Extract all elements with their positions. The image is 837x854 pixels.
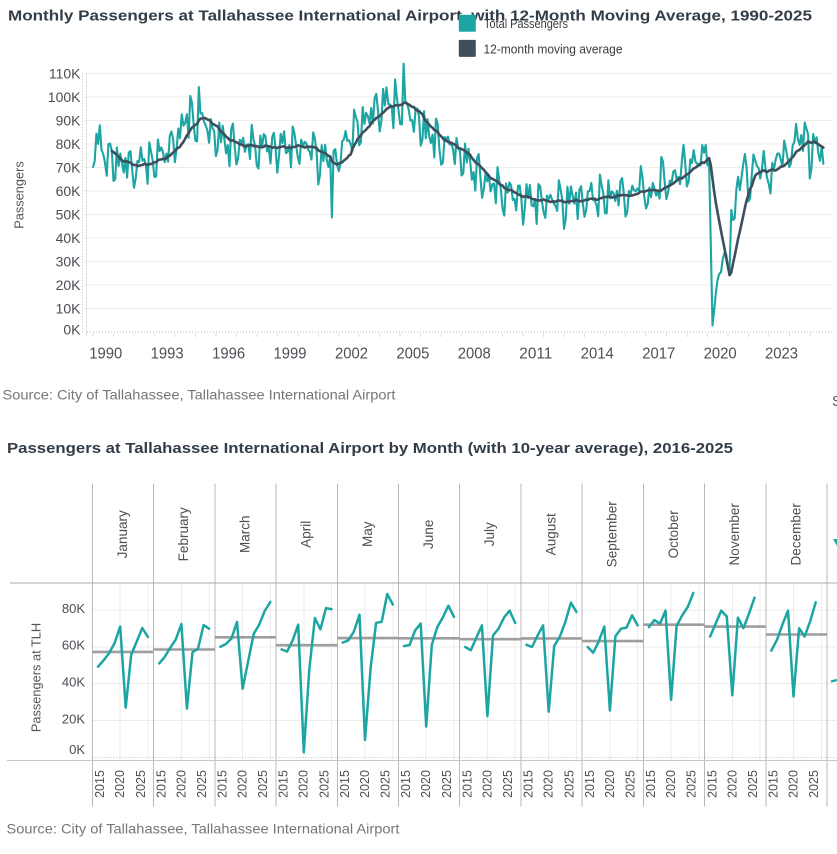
svg-text:2025: 2025 [317,770,331,798]
svg-text:2025: 2025 [195,770,209,798]
svg-text:2015: 2015 [583,770,597,798]
svg-text:2025: 2025 [134,770,148,798]
svg-text:2025: 2025 [379,770,393,798]
svg-text:80K: 80K [56,136,82,152]
svg-text:2015: 2015 [767,770,781,798]
svg-text:1999: 1999 [274,346,307,363]
svg-text:2015: 2015 [154,770,168,798]
svg-text:2015: 2015 [338,770,352,798]
svg-text:September: September [605,501,620,568]
svg-text:12-month moving average: 12-month moving average [484,42,623,56]
svg-text:2020: 2020 [542,770,556,798]
svg-text:110K: 110K [49,66,81,82]
svg-text:2015: 2015 [705,770,719,798]
svg-text:2020: 2020 [236,770,250,798]
svg-text:40K: 40K [62,675,85,690]
svg-text:40K: 40K [56,230,82,246]
svg-text:100K: 100K [48,89,81,105]
svg-text:November: November [727,503,742,566]
svg-text:2020: 2020 [704,346,737,363]
svg-text:2020: 2020 [297,770,311,798]
svg-text:May: May [360,521,375,547]
svg-text:S: S [832,394,837,410]
svg-text:2015: 2015 [216,770,230,798]
svg-text:Passengers: Passengers [11,161,26,229]
svg-text:2014: 2014 [581,346,614,363]
svg-text:2025: 2025 [256,770,270,798]
svg-text:January: January [115,510,130,558]
svg-text:2025: 2025 [501,770,515,798]
svg-text:March: March [237,516,252,554]
svg-text:20K: 20K [56,277,82,293]
svg-text:2015: 2015 [644,770,658,798]
svg-text:0K: 0K [69,742,85,757]
svg-text:30K: 30K [56,254,82,270]
svg-text:October: October [666,510,681,559]
svg-text:2025: 2025 [624,770,638,798]
svg-text:2020: 2020 [664,770,678,798]
svg-text:1996: 1996 [212,346,245,363]
svg-text:2005: 2005 [396,346,429,363]
svg-text:2025: 2025 [746,770,760,798]
svg-text:60K: 60K [56,183,82,199]
svg-text:February: February [176,507,191,561]
svg-text:2025: 2025 [807,770,821,798]
svg-text:2020: 2020 [480,770,494,798]
svg-text:1990: 1990 [89,346,122,363]
svg-text:2020: 2020 [419,770,433,798]
svg-text:70K: 70K [56,160,82,176]
svg-text:2015: 2015 [522,770,536,798]
svg-text:20K: 20K [62,712,85,727]
svg-text:Passengers at Tallahassee Inte: Passengers at Tallahassee International … [7,440,733,457]
svg-text:2020: 2020 [603,770,617,798]
svg-text:2020: 2020 [358,770,372,798]
svg-text:April: April [299,521,314,548]
svg-text:80K: 80K [62,601,85,616]
svg-text:2025: 2025 [562,770,576,798]
svg-text:10K: 10K [56,301,82,317]
svg-text:0K: 0K [63,322,81,338]
svg-text:August: August [543,513,558,555]
svg-text:2025: 2025 [685,770,699,798]
svg-text:July: July [482,522,497,546]
svg-text:2020: 2020 [113,770,127,798]
svg-text:Passengers at TLH: Passengers at TLH [29,623,44,732]
svg-text:2015: 2015 [399,770,413,798]
svg-text:2015: 2015 [460,770,474,798]
svg-text:Monthly Passengers at Tallahas: Monthly Passengers at Tallahassee Intern… [8,8,812,25]
svg-text:December: December [788,503,803,566]
svg-text:2008: 2008 [458,346,491,363]
svg-text:June: June [421,520,436,549]
svg-text:2020: 2020 [787,770,801,798]
svg-text:90K: 90K [56,113,82,129]
svg-text:2020: 2020 [725,770,739,798]
svg-text:50K: 50K [56,207,82,223]
svg-text:60K: 60K [62,638,85,653]
svg-text:Source: City of Tallahassee, T: Source: City of Tallahassee, Tallahassee… [7,820,400,836]
svg-text:Total Passengers: Total Passengers [484,17,568,31]
svg-text:Source: City of Tallahassee, T: Source: City of Tallahassee, Tallahassee… [3,387,396,403]
svg-text:2002: 2002 [335,346,368,363]
svg-text:2015: 2015 [93,770,107,798]
svg-text:2020: 2020 [174,770,188,798]
svg-text:2025: 2025 [440,770,454,798]
svg-text:1993: 1993 [151,346,184,363]
svg-text:2011: 2011 [519,346,552,363]
svg-text:2017: 2017 [642,346,675,363]
svg-text:2023: 2023 [765,346,798,363]
svg-text:2015: 2015 [277,770,291,798]
